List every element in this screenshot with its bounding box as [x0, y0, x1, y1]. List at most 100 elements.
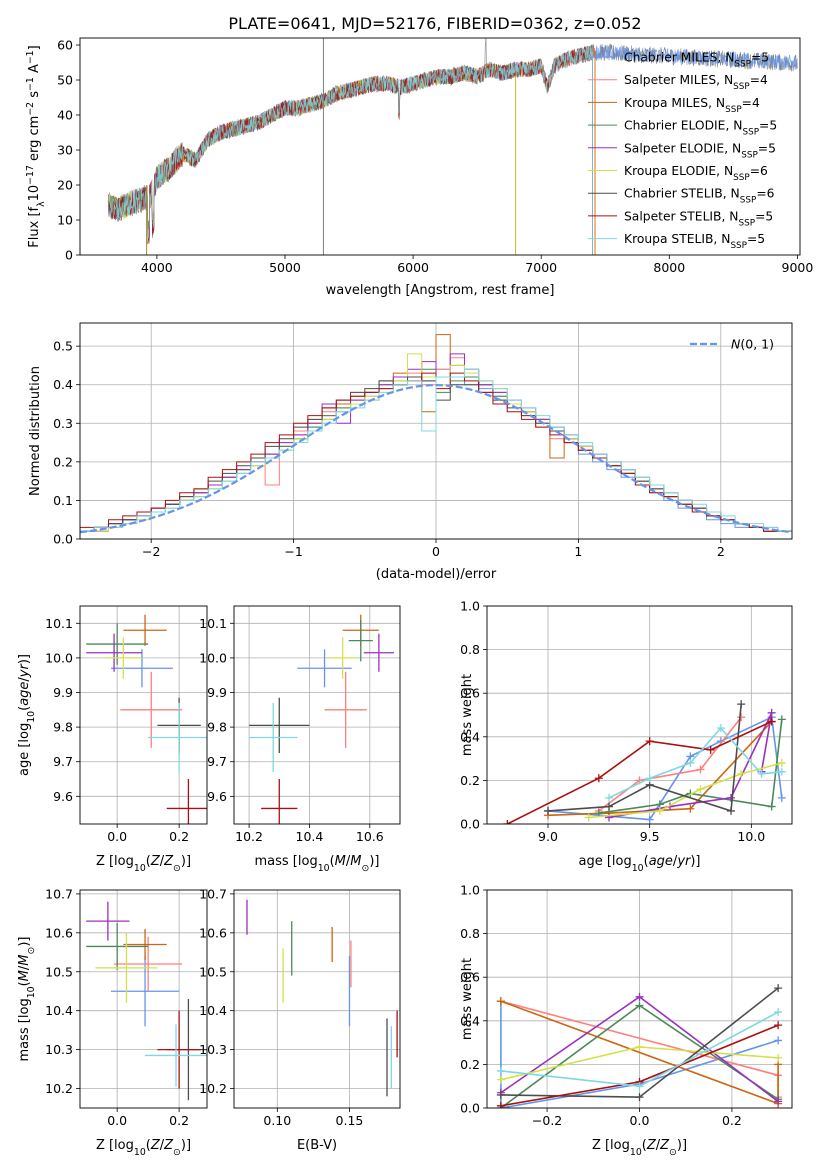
weight-marker	[737, 769, 746, 778]
weight-marker	[635, 992, 644, 1001]
weight-marker	[774, 1053, 783, 1062]
weight-lines	[503, 700, 786, 824]
weight-marker	[737, 700, 746, 709]
weight-marker	[767, 717, 776, 726]
weight-marker	[645, 774, 654, 783]
weight-marker	[686, 758, 695, 767]
axes-frame	[486, 889, 793, 1109]
weight-marker	[496, 1101, 505, 1108]
errorbars	[86, 614, 207, 824]
legend-label-6: Kroupa ELODIE, NSSP=6	[624, 164, 768, 183]
y-tick-label: 10.4	[199, 1003, 227, 1018]
x-tick-label: 9000	[782, 260, 814, 275]
legend-label-1: Chabrier MILES, NSSP=5	[624, 51, 769, 70]
weight-marker	[645, 815, 654, 824]
y-axis-label: mass [log10(M/M⊙)]	[17, 937, 37, 1062]
x-tick-label: 0.2	[169, 829, 189, 844]
weight-marker	[767, 802, 776, 811]
weight-marker	[774, 1097, 783, 1106]
weight-marker	[716, 724, 725, 733]
y-tick-label: 0.0	[460, 817, 480, 832]
x-tick-label: 1	[574, 544, 582, 559]
y-axis-label: Normed distribution	[28, 366, 43, 496]
y-tick-label: 30	[57, 143, 73, 158]
x-tick-label: 0.0	[630, 1113, 650, 1128]
weight-marker	[635, 1042, 644, 1051]
normal-legend-label: N(0, 1)	[731, 337, 774, 352]
y-axis-label: mass weight	[460, 958, 475, 1040]
axes-frame	[233, 605, 401, 825]
panel-residuals: −2 −1 0 1 2 0.0 0.1 0.2 0.3 0.4 0.5 N(0, 1) (data-mo…	[28, 322, 793, 582]
x-tick-label: 0.0	[107, 1113, 127, 1128]
x-axis-label: age [log10(age/yr)]	[578, 854, 700, 874]
x-tick-label: 6000	[397, 260, 429, 275]
weight-marker	[696, 785, 705, 794]
y-tick-label: 10.2	[199, 1081, 227, 1096]
y-tick-label: 0.3	[53, 416, 73, 431]
y-tick-label: 0.2	[53, 454, 73, 469]
x-axis-label: Z [log10(Z/Z⊙)]	[96, 1138, 191, 1158]
histogram-9	[80, 368, 792, 539]
y-tick-label: 60	[57, 38, 73, 53]
y-tick-label: 0.4	[460, 1013, 480, 1028]
spectrum-model-9	[107, 45, 593, 241]
y-tick-label: 9.9	[207, 685, 227, 700]
x-axis-label: wavelength [Angstrom, rest frame]	[326, 283, 555, 298]
weight-marker	[777, 793, 786, 802]
y-tick-label: 10.5	[199, 964, 227, 979]
axes-frame	[233, 889, 401, 1109]
y-tick-label: 10.0	[199, 650, 227, 665]
y-tick-label: 10.2	[45, 1081, 73, 1096]
y-tick-label: 9.7	[53, 754, 73, 769]
weight-marker	[774, 984, 783, 993]
legend-label-8: Salpeter STELIB, NSSP=5	[624, 209, 773, 228]
y-tick-label: 10.3	[199, 1042, 227, 1057]
weight-marker	[777, 715, 786, 724]
errorbars	[86, 901, 207, 1101]
y-tick-label: 10.4	[45, 1003, 73, 1018]
weight-marker	[584, 813, 593, 822]
y-tick-label: 0.8	[460, 926, 480, 941]
y-tick-label: 10.3	[45, 1042, 73, 1057]
weight-marker	[496, 1066, 505, 1075]
weight-marker	[645, 737, 654, 746]
y-tick-label: 0.1	[53, 493, 73, 508]
x-tick-label: 9.0	[538, 829, 558, 844]
y-tick-label: 10.6	[45, 925, 73, 940]
weight-marker	[605, 802, 613, 811]
y-tick-label: 0.8	[460, 642, 480, 657]
weight-lines	[496, 984, 783, 1108]
x-axis-label: E(B-V)	[297, 1138, 337, 1153]
y-tick-label: 0.2	[460, 1057, 480, 1072]
x-tick-label: −0.2	[532, 1113, 562, 1128]
x-tick-label: 0.15	[336, 1113, 364, 1128]
y-tick-label: 10.7	[199, 886, 227, 901]
panel-z-vs-mass: 0.0 0.2 10.2 10.3 10.4 10.5 10.6 10.7 Z [log10(Z…	[17, 886, 208, 1158]
weight-marker	[496, 997, 505, 1006]
x-tick-label: 7000	[525, 260, 557, 275]
y-tick-label: 0.2	[460, 773, 480, 788]
y-tick-label: 20	[57, 178, 73, 193]
legend-label-7: Chabrier STELIB, NSSP=6	[624, 187, 775, 206]
spectrum-legend: Chabrier MILES, NSSP=5 Salpeter MILES, NS…	[588, 51, 777, 251]
y-tick-label: 9.9	[53, 685, 73, 700]
axes-frame	[79, 322, 793, 540]
weight-marker	[777, 767, 786, 776]
panel-z-vs-age: 0.0 0.2 9.6 9.7 9.8 9.9 10.0 10.1 Z [log10(Z/Z⊙)…	[17, 605, 208, 874]
y-axis-label: age [log10(age/yr)]	[17, 654, 37, 776]
x-tick-label: 0.2	[169, 1113, 189, 1128]
weight-marker	[655, 806, 664, 815]
errorbars	[249, 614, 394, 824]
y-tick-label: 10.6	[199, 925, 227, 940]
x-tick-label: 0.0	[107, 829, 127, 844]
legend-label-4: Chabrier ELODIE, NSSP=5	[624, 119, 777, 138]
y-tick-label: 9.8	[207, 720, 227, 735]
weight-marker	[544, 806, 552, 815]
weight-marker	[774, 1008, 783, 1017]
weight-marker	[605, 813, 613, 822]
panel-age-vs-weight: 9.0 9.5 10.0 0.0 0.2 0.4 0.6 0.8 1.0 age [log10(a…	[460, 599, 793, 874]
x-axis-label: Z [log10(Z/Z⊙)]	[592, 1138, 687, 1158]
panel-mass-vs-age: 10.2 10.4 10.6 9.6 9.7 9.8 9.9 10.0 10.1 mass [lo…	[199, 605, 401, 874]
legend-label-2: Salpeter MILES, NSSP=4	[624, 73, 768, 92]
x-tick-label: 0	[432, 544, 440, 559]
